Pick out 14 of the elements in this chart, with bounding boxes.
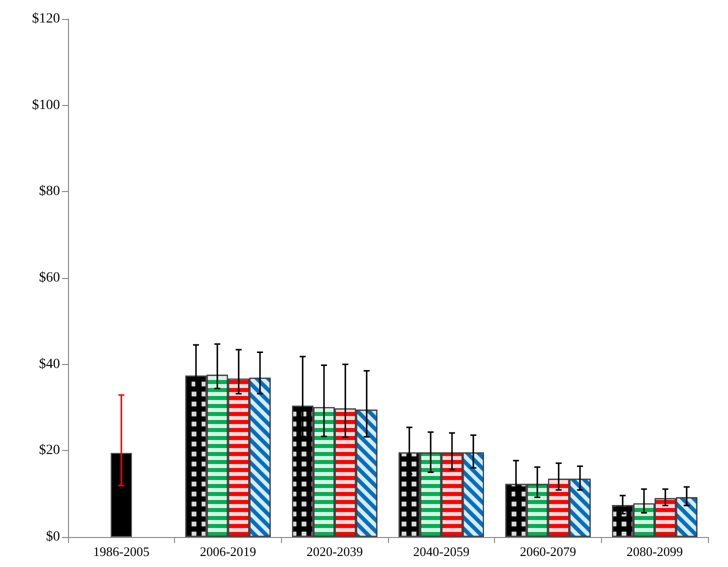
y-tick-label: $120 (32, 12, 60, 26)
y-tick-label: $60 (39, 270, 60, 286)
x-tick-label: 1986-2005 (93, 544, 150, 559)
x-tick-label: 2080-2099 (626, 544, 683, 559)
y-tick-label: $40 (39, 356, 60, 372)
y-tick-label: $20 (39, 443, 60, 458)
x-tick-label: 2060-2079 (520, 544, 576, 559)
x-tick-label: 2006-2019 (200, 544, 256, 559)
y-tick-label: $0 (46, 530, 60, 544)
bar (110, 452, 132, 537)
x-tick-label: 2020-2039 (306, 544, 363, 559)
x-tick-label: 2040-2059 (413, 544, 470, 559)
y-tick-label: $80 (39, 184, 60, 200)
y-tick-label: $100 (32, 98, 60, 113)
